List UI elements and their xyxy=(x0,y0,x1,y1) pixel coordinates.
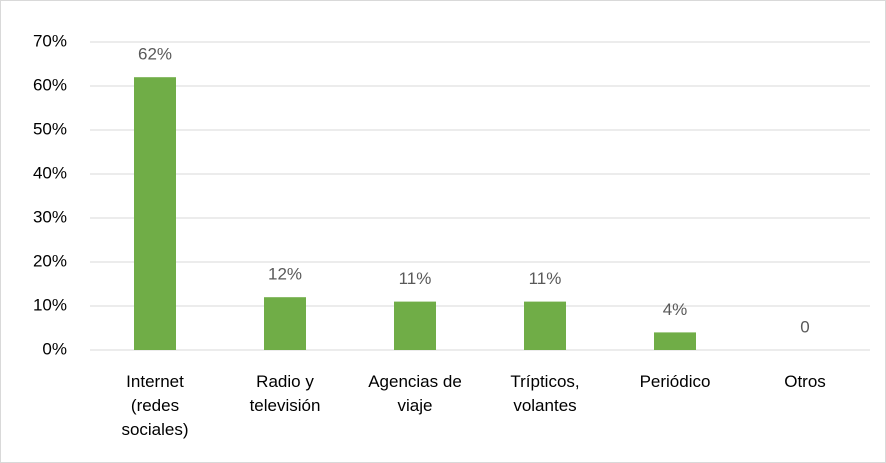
x-tick-label: Periódico xyxy=(639,372,711,391)
y-tick-label: 40% xyxy=(33,163,67,182)
bar xyxy=(524,301,566,350)
value-label: 11% xyxy=(529,269,562,288)
y-tick-label: 50% xyxy=(33,119,67,138)
y-tick-label: 10% xyxy=(33,295,67,314)
bar xyxy=(134,77,176,350)
value-label: 4% xyxy=(663,300,688,319)
value-label: 12% xyxy=(268,265,302,284)
x-tick-label: Internet (redes sociales) xyxy=(121,372,189,439)
bar xyxy=(264,297,306,350)
bar xyxy=(394,301,436,350)
bar xyxy=(654,332,696,350)
x-tick-label: Otros xyxy=(784,372,826,391)
x-tick-label: Agencias de viaje xyxy=(368,372,462,415)
value-label: 0 xyxy=(800,317,809,336)
x-tick-label: Radio y televisión xyxy=(249,372,321,415)
y-tick-label: 20% xyxy=(33,251,67,270)
y-tick-label: 70% xyxy=(33,31,67,50)
y-tick-label: 0% xyxy=(42,339,67,358)
y-tick-label: 30% xyxy=(33,207,67,226)
value-label: 62% xyxy=(138,45,172,64)
y-tick-label: 60% xyxy=(33,75,67,94)
value-label: 11% xyxy=(399,269,432,288)
x-tick-label: Trípticos, volantes xyxy=(510,372,580,415)
